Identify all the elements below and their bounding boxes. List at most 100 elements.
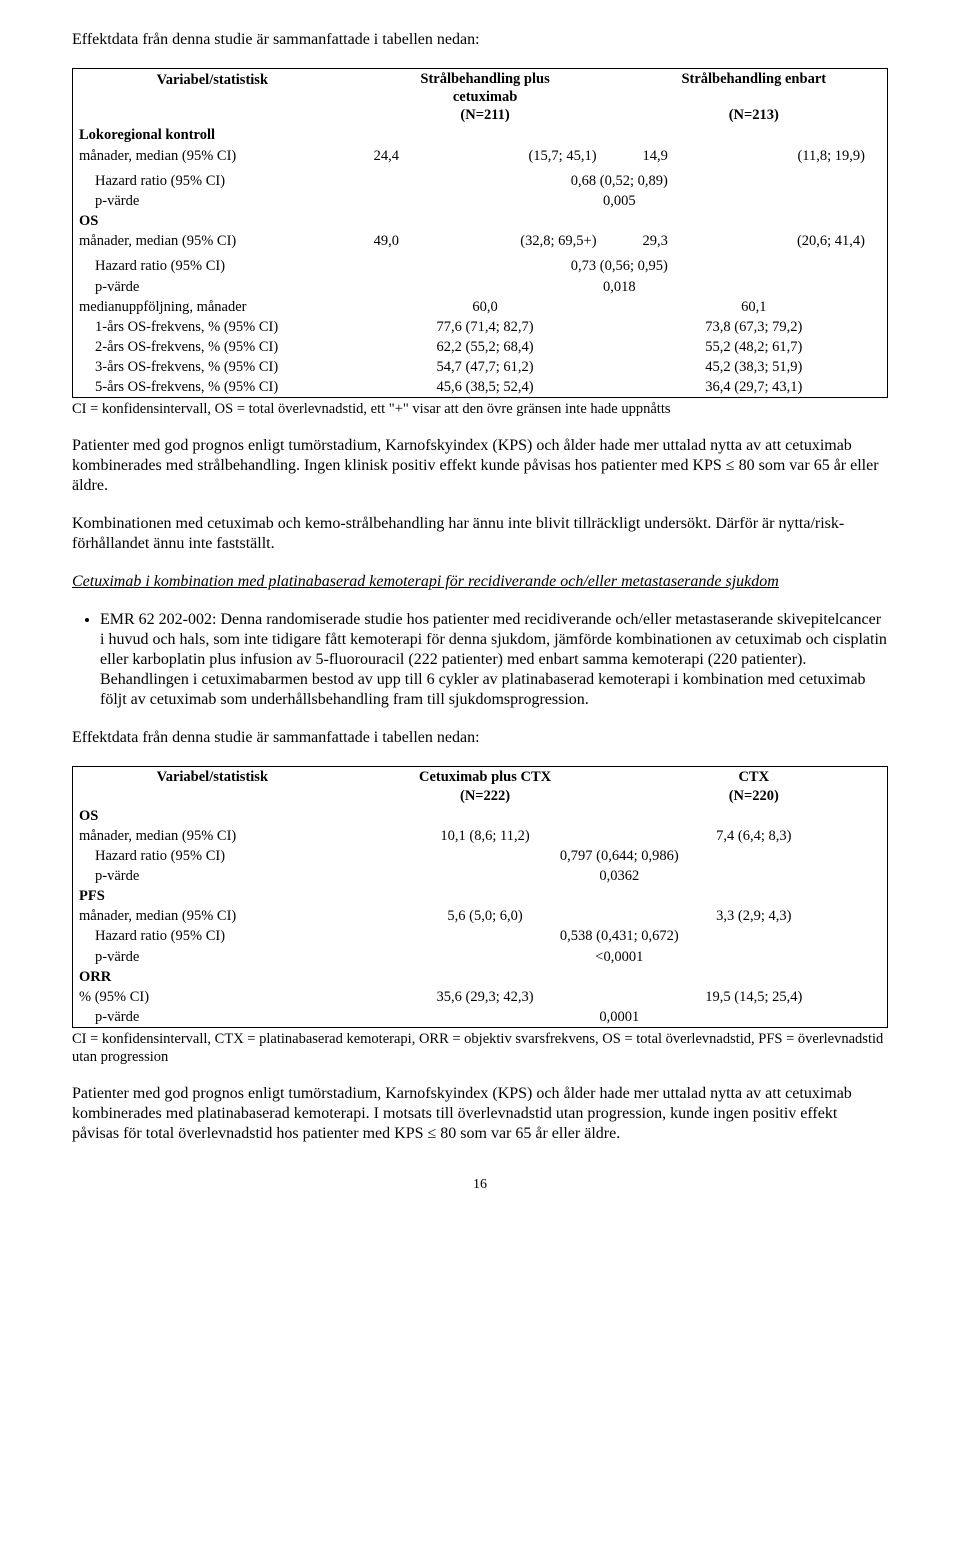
t2-orr-c2: 35,6 (29,3; 42,3) (350, 987, 619, 1007)
t1-os-p-row: p-värde 0,018 (73, 277, 888, 297)
t2-orr-p-row: p-värde 0,0001 (73, 1007, 888, 1028)
t1-os1-row: 1-års OS-frekvens, % (95% CI) 77,6 (71,4… (73, 317, 888, 337)
prognosis-para-2: Patienter med god prognos enligt tumörst… (72, 1084, 888, 1144)
t2-orr-pct-row: % (95% CI) 35,6 (29,3; 42,3) 19,5 (14,5;… (73, 987, 888, 1007)
prognosis-para-1: Patienter med god prognos enligt tumörst… (72, 436, 888, 496)
section-heading-cetux: Cetuximab i kombination med platinabaser… (72, 573, 779, 590)
t1-lok-hr-row: Hazard ratio (95% CI) 0,68 (0,52; 0,89) (73, 171, 888, 191)
t1-os-median-row: månader, median (95% CI) 49,0 (32,8; 69,… (73, 231, 888, 256)
t1-os3-label: 3-års OS-frekvens, % (95% CI) (73, 357, 350, 377)
t1-os1-label: 1-års OS-frekvens, % (95% CI) (73, 317, 350, 337)
t1-os-hr-row: Hazard ratio (95% CI) 0,73 (0,56; 0,95) (73, 256, 888, 276)
t2-pfs-median-row: månader, median (95% CI) 5,6 (5,0; 6,0) … (73, 906, 888, 926)
t2-head-c2-l1: Cetuximab plus CTX (419, 769, 551, 785)
t2-os-hr-row: Hazard ratio (95% CI) 0,797 (0,644; 0,98… (73, 846, 888, 866)
t1-os2-c3: 55,2 (48,2; 61,7) (619, 337, 888, 357)
t1-lok-m-c3b: (11,8; 19,9) (797, 147, 883, 165)
t1-os5-c3: 36,4 (29,7; 43,1) (619, 377, 888, 398)
t1-lok-p-row: p-värde 0,005 (73, 191, 888, 211)
t1-os-hr-val: 0,73 (0,56; 0,95) (350, 256, 888, 276)
t2-os-p-val: 0,0362 (350, 866, 888, 886)
t2-os-m-label: månader, median (95% CI) (73, 826, 350, 846)
t1-head-c3-l1: Strålbehandling enbart (681, 71, 826, 87)
t2-os-m-c3: 7,4 (6,4; 8,3) (619, 826, 888, 846)
t2-orr-label: ORR (79, 969, 111, 985)
t1-os2-row: 2-års OS-frekvens, % (95% CI) 62,2 (55,2… (73, 337, 888, 357)
t2-pfs-m-c3: 3,3 (2,9; 4,3) (619, 906, 888, 926)
combination-para: Kombinationen med cetuximab och kemo-str… (72, 514, 888, 554)
t1-os-row: OS (73, 211, 888, 231)
t1-os1-c3: 73,8 (67,3; 79,2) (619, 317, 888, 337)
t1-os-label: OS (79, 213, 98, 229)
t2-os-hr-val: 0,797 (0,644; 0,986) (350, 846, 888, 866)
t1-median-fu-row: medianuppföljning, månader 60,0 60,1 (73, 297, 888, 317)
t1-os3-c2: 54,7 (47,7; 61,2) (350, 357, 619, 377)
t2-os-m-c2: 10,1 (8,6; 11,2) (350, 826, 619, 846)
t1-os5-label: 5-års OS-frekvens, % (95% CI) (73, 377, 350, 398)
table1-header-row: Variabel/statistisk Strålbehandling plus… (73, 69, 888, 126)
t1-head-c2-l1: Strålbehandling plus (420, 71, 549, 87)
t1-lok-p-val: 0,005 (350, 191, 888, 211)
t1-median-c2: 60,0 (350, 297, 619, 317)
table1-footnote: CI = konfidensintervall, OS = total över… (72, 400, 888, 418)
t1-lok-m-label: månader, median (95% CI) (73, 146, 350, 171)
t1-os-m-c3a: 29,3 (625, 232, 668, 250)
t1-lok-m-c3a: 14,9 (625, 147, 668, 165)
t2-head-c2-l2: (N=222) (460, 788, 510, 804)
t2-orr-pct-label: % (95% CI) (73, 987, 350, 1007)
t2-os-median-row: månader, median (95% CI) 10,1 (8,6; 11,2… (73, 826, 888, 846)
t2-os-p-label: p-värde (73, 866, 350, 886)
t2-head-c3-l2: (N=220) (729, 788, 779, 804)
t2-orr-row: ORR (73, 967, 888, 987)
t1-head-c2-l3: (N=211) (460, 107, 509, 123)
t2-head-var: Variabel/statistisk (157, 769, 268, 785)
t2-os-label: OS (79, 808, 98, 824)
t2-os-p-row: p-värde 0,0362 (73, 866, 888, 886)
t1-head-c3-l3: (N=213) (729, 107, 779, 123)
t1-lok-p-label: p-värde (73, 191, 350, 211)
t1-lok-label: Lokoregional kontroll (79, 127, 215, 143)
t1-os5-row: 5-års OS-frekvens, % (95% CI) 45,6 (38,5… (73, 377, 888, 398)
t1-os-m-c3b: (20,6; 41,4) (797, 232, 883, 250)
efficacy-table-2: Variabel/statistisk Cetuximab plus CTX (… (72, 766, 888, 1028)
t1-os-m-c2a: 49,0 (356, 232, 399, 250)
t1-median-c3: 60,1 (619, 297, 888, 317)
study-bullet-item: EMR 62 202-002: Denna randomiserade stud… (100, 610, 888, 710)
page-number: 16 (72, 1176, 888, 1194)
t1-lok-m-c2a: 24,4 (356, 147, 399, 165)
table2-header-row: Variabel/statistisk Cetuximab plus CTX (… (73, 767, 888, 806)
t1-os-hr-label: Hazard ratio (95% CI) (73, 256, 350, 276)
t1-lok-m-c2b: (15,7; 45,1) (528, 147, 614, 165)
t1-os3-c3: 45,2 (38,3; 51,9) (619, 357, 888, 377)
t2-os-hr-label: Hazard ratio (95% CI) (73, 846, 350, 866)
t2-orr-c3: 19,5 (14,5; 25,4) (619, 987, 888, 1007)
document-page: Effektdata från denna studie är sammanfa… (0, 0, 960, 1234)
t2-pfs-row: PFS (73, 886, 888, 906)
t1-os1-c2: 77,6 (71,4; 82,7) (350, 317, 619, 337)
intro-text-2: Effektdata från denna studie är sammanfa… (72, 728, 888, 748)
t1-lok-hr-val: 0,68 (0,52; 0,89) (350, 171, 888, 191)
t2-pfs-p-row: p-värde <0,0001 (73, 947, 888, 967)
t1-os-p-val: 0,018 (350, 277, 888, 297)
table2-footnote: CI = konfidensintervall, CTX = platinaba… (72, 1030, 888, 1066)
t2-pfs-p-label: p-värde (73, 947, 350, 967)
t1-head-c2-l2: cetuximab (453, 89, 517, 105)
t2-pfs-hr-val: 0,538 (0,431; 0,672) (350, 926, 888, 946)
t2-pfs-m-c2: 5,6 (5,0; 6,0) (350, 906, 619, 926)
t1-os5-c2: 45,6 (38,5; 52,4) (350, 377, 619, 398)
intro-text-1: Effektdata från denna studie är sammanfa… (72, 30, 888, 50)
t1-lok-hr-label: Hazard ratio (95% CI) (73, 171, 350, 191)
t2-orr-p-label: p-värde (73, 1007, 350, 1028)
study-bullet-list: EMR 62 202-002: Denna randomiserade stud… (72, 610, 888, 710)
t1-lokoregional-row: Lokoregional kontroll (73, 125, 888, 145)
t1-lok-median-row: månader, median (95% CI) 24,4 (15,7; 45,… (73, 146, 888, 171)
t2-pfs-hr-row: Hazard ratio (95% CI) 0,538 (0,431; 0,67… (73, 926, 888, 946)
t1-median-label: medianuppföljning, månader (73, 297, 350, 317)
t1-os3-row: 3-års OS-frekvens, % (95% CI) 54,7 (47,7… (73, 357, 888, 377)
t1-os2-c2: 62,2 (55,2; 68,4) (350, 337, 619, 357)
t2-pfs-m-label: månader, median (95% CI) (73, 906, 350, 926)
t1-os-m-label: månader, median (95% CI) (73, 231, 350, 256)
t1-os2-label: 2-års OS-frekvens, % (95% CI) (73, 337, 350, 357)
t2-pfs-label: PFS (79, 888, 105, 904)
t2-pfs-p-val: <0,0001 (350, 947, 888, 967)
